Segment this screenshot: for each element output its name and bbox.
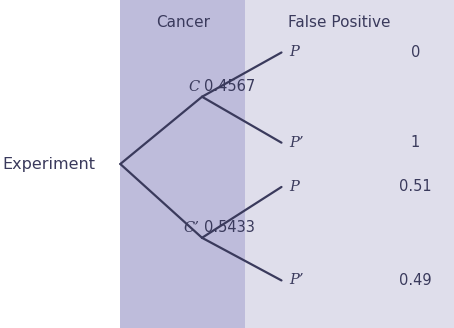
Text: 0: 0 [411,45,420,60]
Bar [245,0,454,328]
Text: P: P [290,46,300,59]
Text: C’: C’ [184,221,200,235]
Text: 0.5433: 0.5433 [204,220,255,235]
Bar [120,0,245,328]
Text: P: P [290,180,300,194]
Text: 1: 1 [411,135,420,150]
Text: 0.4567: 0.4567 [204,79,256,94]
Text: False Positive: False Positive [288,15,390,30]
Text: Cancer: Cancer [156,15,210,30]
Text: P’: P’ [290,274,304,287]
Text: P’: P’ [290,136,304,150]
Text: 0.49: 0.49 [399,273,432,288]
Text: C: C [188,80,200,94]
Text: Experiment: Experiment [2,156,95,172]
Text: 0.51: 0.51 [399,179,432,195]
